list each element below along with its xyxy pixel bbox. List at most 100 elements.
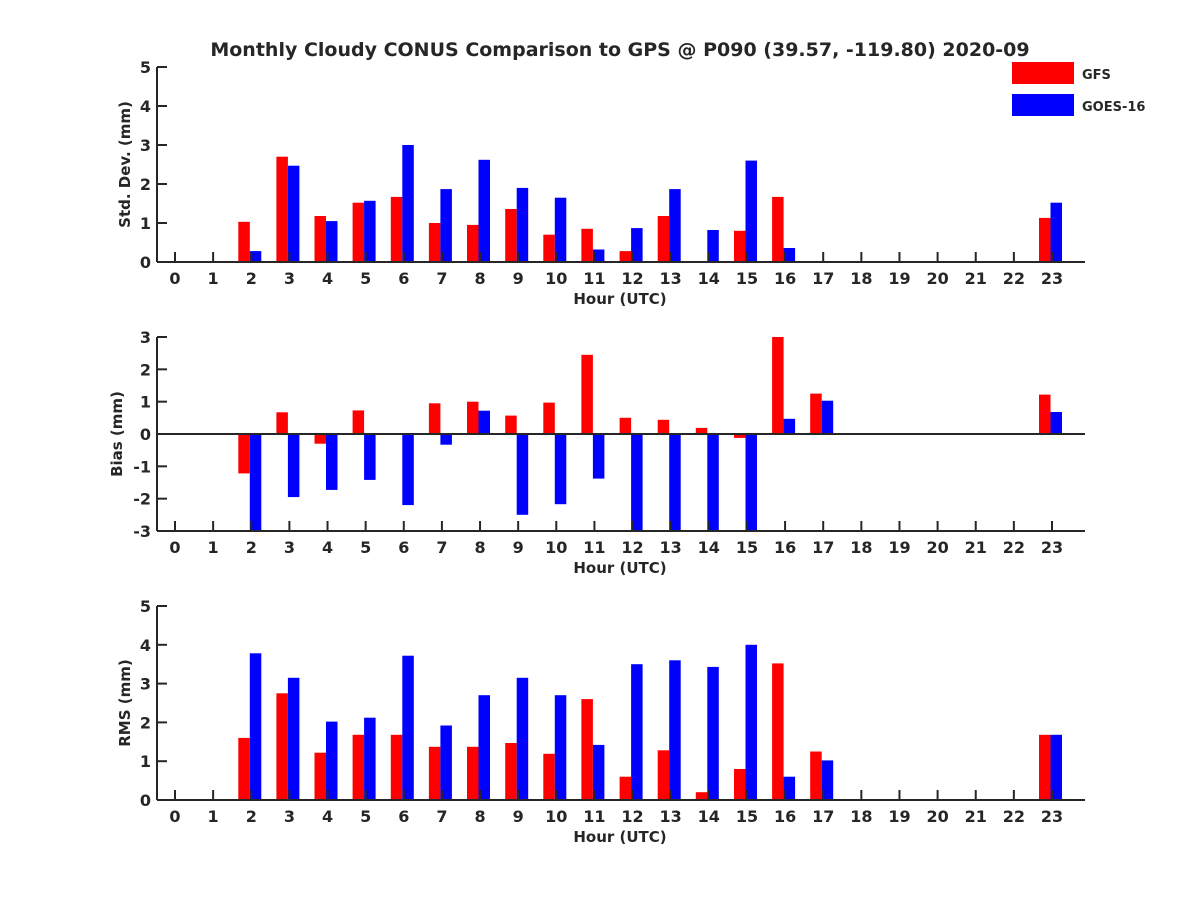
bar-std-dev-gfs-hour-13 xyxy=(657,216,670,262)
y-tick-label: 5 xyxy=(140,58,151,77)
bar-rms-gfs-hour-10 xyxy=(543,753,555,800)
bar-rms-gfs-hour-11 xyxy=(581,699,593,800)
x-tick-label: 13 xyxy=(660,538,682,557)
bar-rms-goes16-hour-13 xyxy=(669,660,681,800)
y-tick-label: 0 xyxy=(140,425,151,444)
bar-rms-gfs-hour-6 xyxy=(390,734,403,800)
bar-rms-goes16-hour-10 xyxy=(554,695,567,800)
bar-bias-gfs-hour-13 xyxy=(657,419,670,434)
bar-bias-gfs-hour-3 xyxy=(276,412,288,434)
bar-bias-goes16-hour-10 xyxy=(554,434,567,505)
bar-rms-goes16-hour-4 xyxy=(326,721,338,800)
x-axis-label: Hour (UTC) xyxy=(573,290,666,308)
bar-rms-gfs-hour-14 xyxy=(695,792,708,800)
legend-swatch-gfs xyxy=(1012,62,1074,84)
bar-bias-goes16-hour-7 xyxy=(440,434,452,445)
x-tick-label: 17 xyxy=(812,807,834,826)
bar-rms-gfs-hour-23 xyxy=(1039,734,1051,800)
x-tick-label: 18 xyxy=(850,269,872,288)
x-tick-label: 7 xyxy=(436,538,447,557)
y-tick-label: 1 xyxy=(140,214,151,233)
bar-rms-goes16-hour-8 xyxy=(478,695,490,800)
y-tick-label: -3 xyxy=(133,522,151,541)
x-tick-label: 12 xyxy=(621,269,643,288)
x-tick-label: 16 xyxy=(774,269,796,288)
bar-rms-goes16-hour-11 xyxy=(592,744,605,800)
x-tick-label: 9 xyxy=(513,538,524,557)
bar-std-dev-gfs-hour-6 xyxy=(390,196,403,262)
y-tick-label: 3 xyxy=(140,136,151,155)
bar-bias-goes16-hour-23 xyxy=(1050,412,1062,434)
y-axis-label: Std. Dev. (mm) xyxy=(116,101,134,228)
bar-bias-goes16-hour-5 xyxy=(364,434,376,480)
bar-std-dev-gfs-hour-8 xyxy=(467,224,479,262)
y-tick-label: 0 xyxy=(140,253,151,272)
x-tick-label: 0 xyxy=(169,538,180,557)
bar-rms-gfs-hour-12 xyxy=(619,776,632,800)
bar-bias-goes16-hour-12 xyxy=(631,434,643,531)
x-tick-label: 17 xyxy=(812,269,834,288)
bar-bias-goes16-hour-4 xyxy=(326,434,338,490)
bar-bias-gfs-hour-14 xyxy=(695,427,708,434)
x-tick-label: 9 xyxy=(513,807,524,826)
x-tick-label: 4 xyxy=(322,538,333,557)
bar-std-dev-gfs-hour-5 xyxy=(352,202,365,262)
x-tick-label: 0 xyxy=(169,807,180,826)
bar-std-dev-gfs-hour-3 xyxy=(276,156,288,262)
x-axis-label: Hour (UTC) xyxy=(573,828,666,846)
x-tick-label: 23 xyxy=(1041,269,1063,288)
bar-bias-goes16-hour-2 xyxy=(249,434,262,531)
bar-std-dev-gfs-hour-2 xyxy=(238,221,250,262)
x-tick-label: 4 xyxy=(322,807,333,826)
bar-bias-gfs-hour-10 xyxy=(543,402,555,434)
bar-std-dev-goes16-hour-4 xyxy=(326,221,338,262)
x-tick-label: 8 xyxy=(474,807,485,826)
bar-std-dev-goes16-hour-7 xyxy=(440,189,452,262)
x-tick-label: 20 xyxy=(926,269,948,288)
bar-std-dev-goes16-hour-23 xyxy=(1050,202,1062,262)
x-axis-label: Hour (UTC) xyxy=(573,559,666,577)
y-axis-label: RMS (mm) xyxy=(116,659,134,746)
bar-rms-goes16-hour-23 xyxy=(1050,734,1062,800)
y-tick-label: 2 xyxy=(140,360,151,379)
bar-rms-gfs-hour-3 xyxy=(276,693,288,800)
bar-rms-goes16-hour-9 xyxy=(516,677,529,800)
bar-bias-gfs-hour-23 xyxy=(1039,394,1051,434)
y-tick-label: 2 xyxy=(140,175,151,194)
x-tick-label: 15 xyxy=(736,538,758,557)
x-tick-label: 19 xyxy=(888,807,910,826)
x-tick-label: 1 xyxy=(208,269,219,288)
x-tick-label: 19 xyxy=(888,269,910,288)
bar-rms-goes16-hour-16 xyxy=(783,776,796,800)
x-tick-label: 7 xyxy=(436,807,447,826)
x-tick-label: 22 xyxy=(1003,538,1025,557)
x-tick-label: 11 xyxy=(583,269,605,288)
bar-rms-goes16-hour-17 xyxy=(821,760,834,800)
x-tick-label: 5 xyxy=(360,538,371,557)
x-tick-label: 18 xyxy=(850,538,872,557)
y-tick-label: -2 xyxy=(133,490,151,509)
y-tick-label: 4 xyxy=(140,97,151,116)
bar-bias-goes16-hour-13 xyxy=(669,434,681,531)
bar-bias-gfs-hour-12 xyxy=(619,417,632,434)
bar-rms-goes16-hour-7 xyxy=(440,725,452,800)
y-tick-label: -1 xyxy=(133,457,151,476)
bar-bias-gfs-hour-16 xyxy=(772,337,784,434)
x-tick-label: 18 xyxy=(850,807,872,826)
x-tick-label: 5 xyxy=(360,269,371,288)
bar-bias-goes16-hour-8 xyxy=(478,410,490,434)
x-tick-label: 22 xyxy=(1003,807,1025,826)
bar-rms-gfs-hour-7 xyxy=(428,746,441,800)
x-tick-label: 7 xyxy=(436,269,447,288)
x-tick-label: 3 xyxy=(284,538,295,557)
x-tick-label: 17 xyxy=(812,538,834,557)
bar-std-dev-goes16-hour-13 xyxy=(669,189,681,262)
chart-title: Monthly Cloudy CONUS Comparison to GPS @… xyxy=(210,39,1029,61)
bar-rms-gfs-hour-16 xyxy=(772,663,784,800)
y-axis-label: Bias (mm) xyxy=(108,391,126,477)
x-tick-label: 10 xyxy=(545,807,567,826)
bar-std-dev-gfs-hour-4 xyxy=(314,216,326,262)
bar-bias-gfs-hour-11 xyxy=(581,354,593,434)
bar-std-dev-gfs-hour-12 xyxy=(619,251,632,262)
